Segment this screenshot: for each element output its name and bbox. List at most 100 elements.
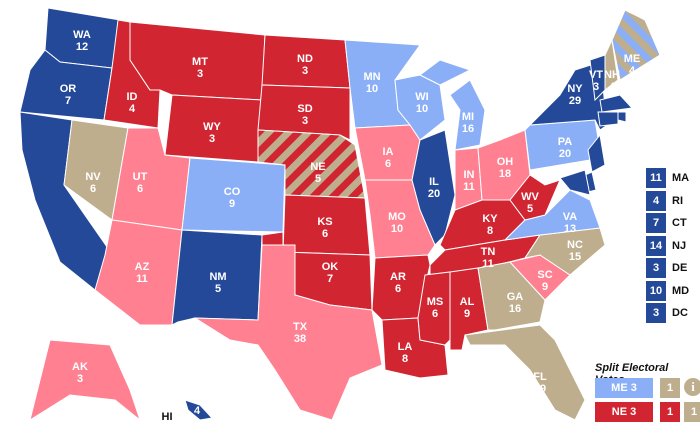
state-label: AZ [135,261,150,273]
state-label: AK [72,361,88,373]
state-label: AL [460,296,475,308]
state-label: SD [297,103,312,115]
small-state-label: MD [672,284,690,297]
state-votes: 6 [90,183,96,195]
state-label: IN [464,169,475,181]
small-state-votes-nj[interactable]: 14 [646,235,666,256]
me-statewide-box[interactable]: ME 3 [595,378,653,398]
small-state-votes-de[interactable]: 3 [646,258,666,278]
state-label: NY [567,83,583,95]
state-votes: 9 [229,198,235,210]
small-state-label: DC [672,307,688,319]
small-state-label: MA [672,172,690,184]
state-votes: 29 [534,383,546,395]
state-votes: 6 [322,228,328,240]
small-state-label: NJ [672,239,687,252]
state-votes: 6 [137,183,143,195]
small-state-votes-ct[interactable]: 7 [646,213,666,233]
state-me[interactable] [611,9,661,81]
state-votes: 3 [302,65,308,77]
ne-cd1-box[interactable]: 1 [660,402,680,422]
state-label: NC [567,239,583,251]
state-votes: 6 [395,283,401,295]
state-votes: 16 [462,123,474,135]
state-mi-upper[interactable] [419,59,472,86]
state-sd[interactable] [257,84,351,141]
state-votes: 10 [391,223,403,235]
state-votes: 55 [39,248,51,260]
state-votes: 38 [294,333,306,345]
state-label: VA [563,211,578,223]
state-label: MI [462,111,474,123]
state-label: WV [521,191,539,203]
state-label: SC [537,269,552,281]
state-votes: 3 [593,81,599,93]
state-votes: 3 [197,68,203,80]
small-state-shape[interactable] [559,169,591,196]
state-tx[interactable] [193,244,383,421]
state-label: WI [415,91,428,103]
state-label: ND [297,53,313,65]
state-label: NV [85,171,101,183]
state-mi[interactable] [449,79,486,151]
state-label: AR [390,271,406,283]
state-votes: 11 [463,181,475,193]
small-state-shape[interactable] [617,111,627,123]
state-label: LA [398,341,413,353]
state-votes: 16 [509,303,521,315]
state-votes: 7 [65,95,71,107]
small-state-votes-ri[interactable]: 4 [646,190,666,211]
state-label: OR [60,83,77,95]
state-label: WY [203,121,221,133]
state-votes: 10 [366,83,378,95]
state-label: OH [497,156,514,168]
info-icon[interactable]: i [684,378,700,396]
state-label: CO [224,186,241,198]
state-votes: 13 [564,223,576,235]
state-label: ID [127,91,138,103]
state-label: IA [383,146,394,158]
small-state-shape[interactable] [599,94,634,113]
state-label: VT [589,69,603,81]
state-votes: 5 [215,283,221,295]
state-label: KY [482,213,498,225]
state-label: MN [363,71,380,83]
state-votes: 9 [542,281,548,293]
state-label: NH [604,69,620,81]
small-state-votes-ma[interactable]: 11 [646,168,666,188]
small-state-shape[interactable] [587,133,606,173]
state-votes: 15 [569,251,581,263]
state-votes: 11 [482,258,494,270]
state-label: WA [73,29,91,41]
small-state-shape[interactable] [597,111,619,127]
small-state-votes-md[interactable]: 10 [646,280,666,301]
me-cd-box[interactable]: 1 [660,378,680,398]
state-votes: 18 [499,168,511,180]
state-hi[interactable] [184,399,213,421]
state-label: NM [209,271,226,283]
state-votes: 12 [76,41,88,53]
state-label: PA [558,136,573,148]
state-il[interactable] [411,129,456,246]
state-label: FL [533,371,547,383]
state-nh[interactable] [604,38,619,92]
ne-statewide-box[interactable]: NE 3 [595,402,653,422]
state-votes: 3 [302,115,308,127]
ne-cd2-box[interactable]: 1 [684,402,700,422]
state-votes: 3 [77,373,83,385]
state-ak[interactable] [29,339,142,422]
state-fl[interactable] [464,324,586,421]
small-state-label: CT [672,217,687,229]
state-label: KS [317,216,332,228]
state-votes: 4 [629,65,636,77]
state-votes: 3 [209,133,215,145]
state-label: IL [429,176,439,188]
small-state-label: RI [672,194,683,207]
small-state-votes-dc[interactable]: 3 [646,303,666,323]
state-wv[interactable] [509,174,561,221]
state-votes: 11 [136,273,148,285]
state-votes: 29 [569,95,581,107]
state-votes: 4 [129,103,136,115]
